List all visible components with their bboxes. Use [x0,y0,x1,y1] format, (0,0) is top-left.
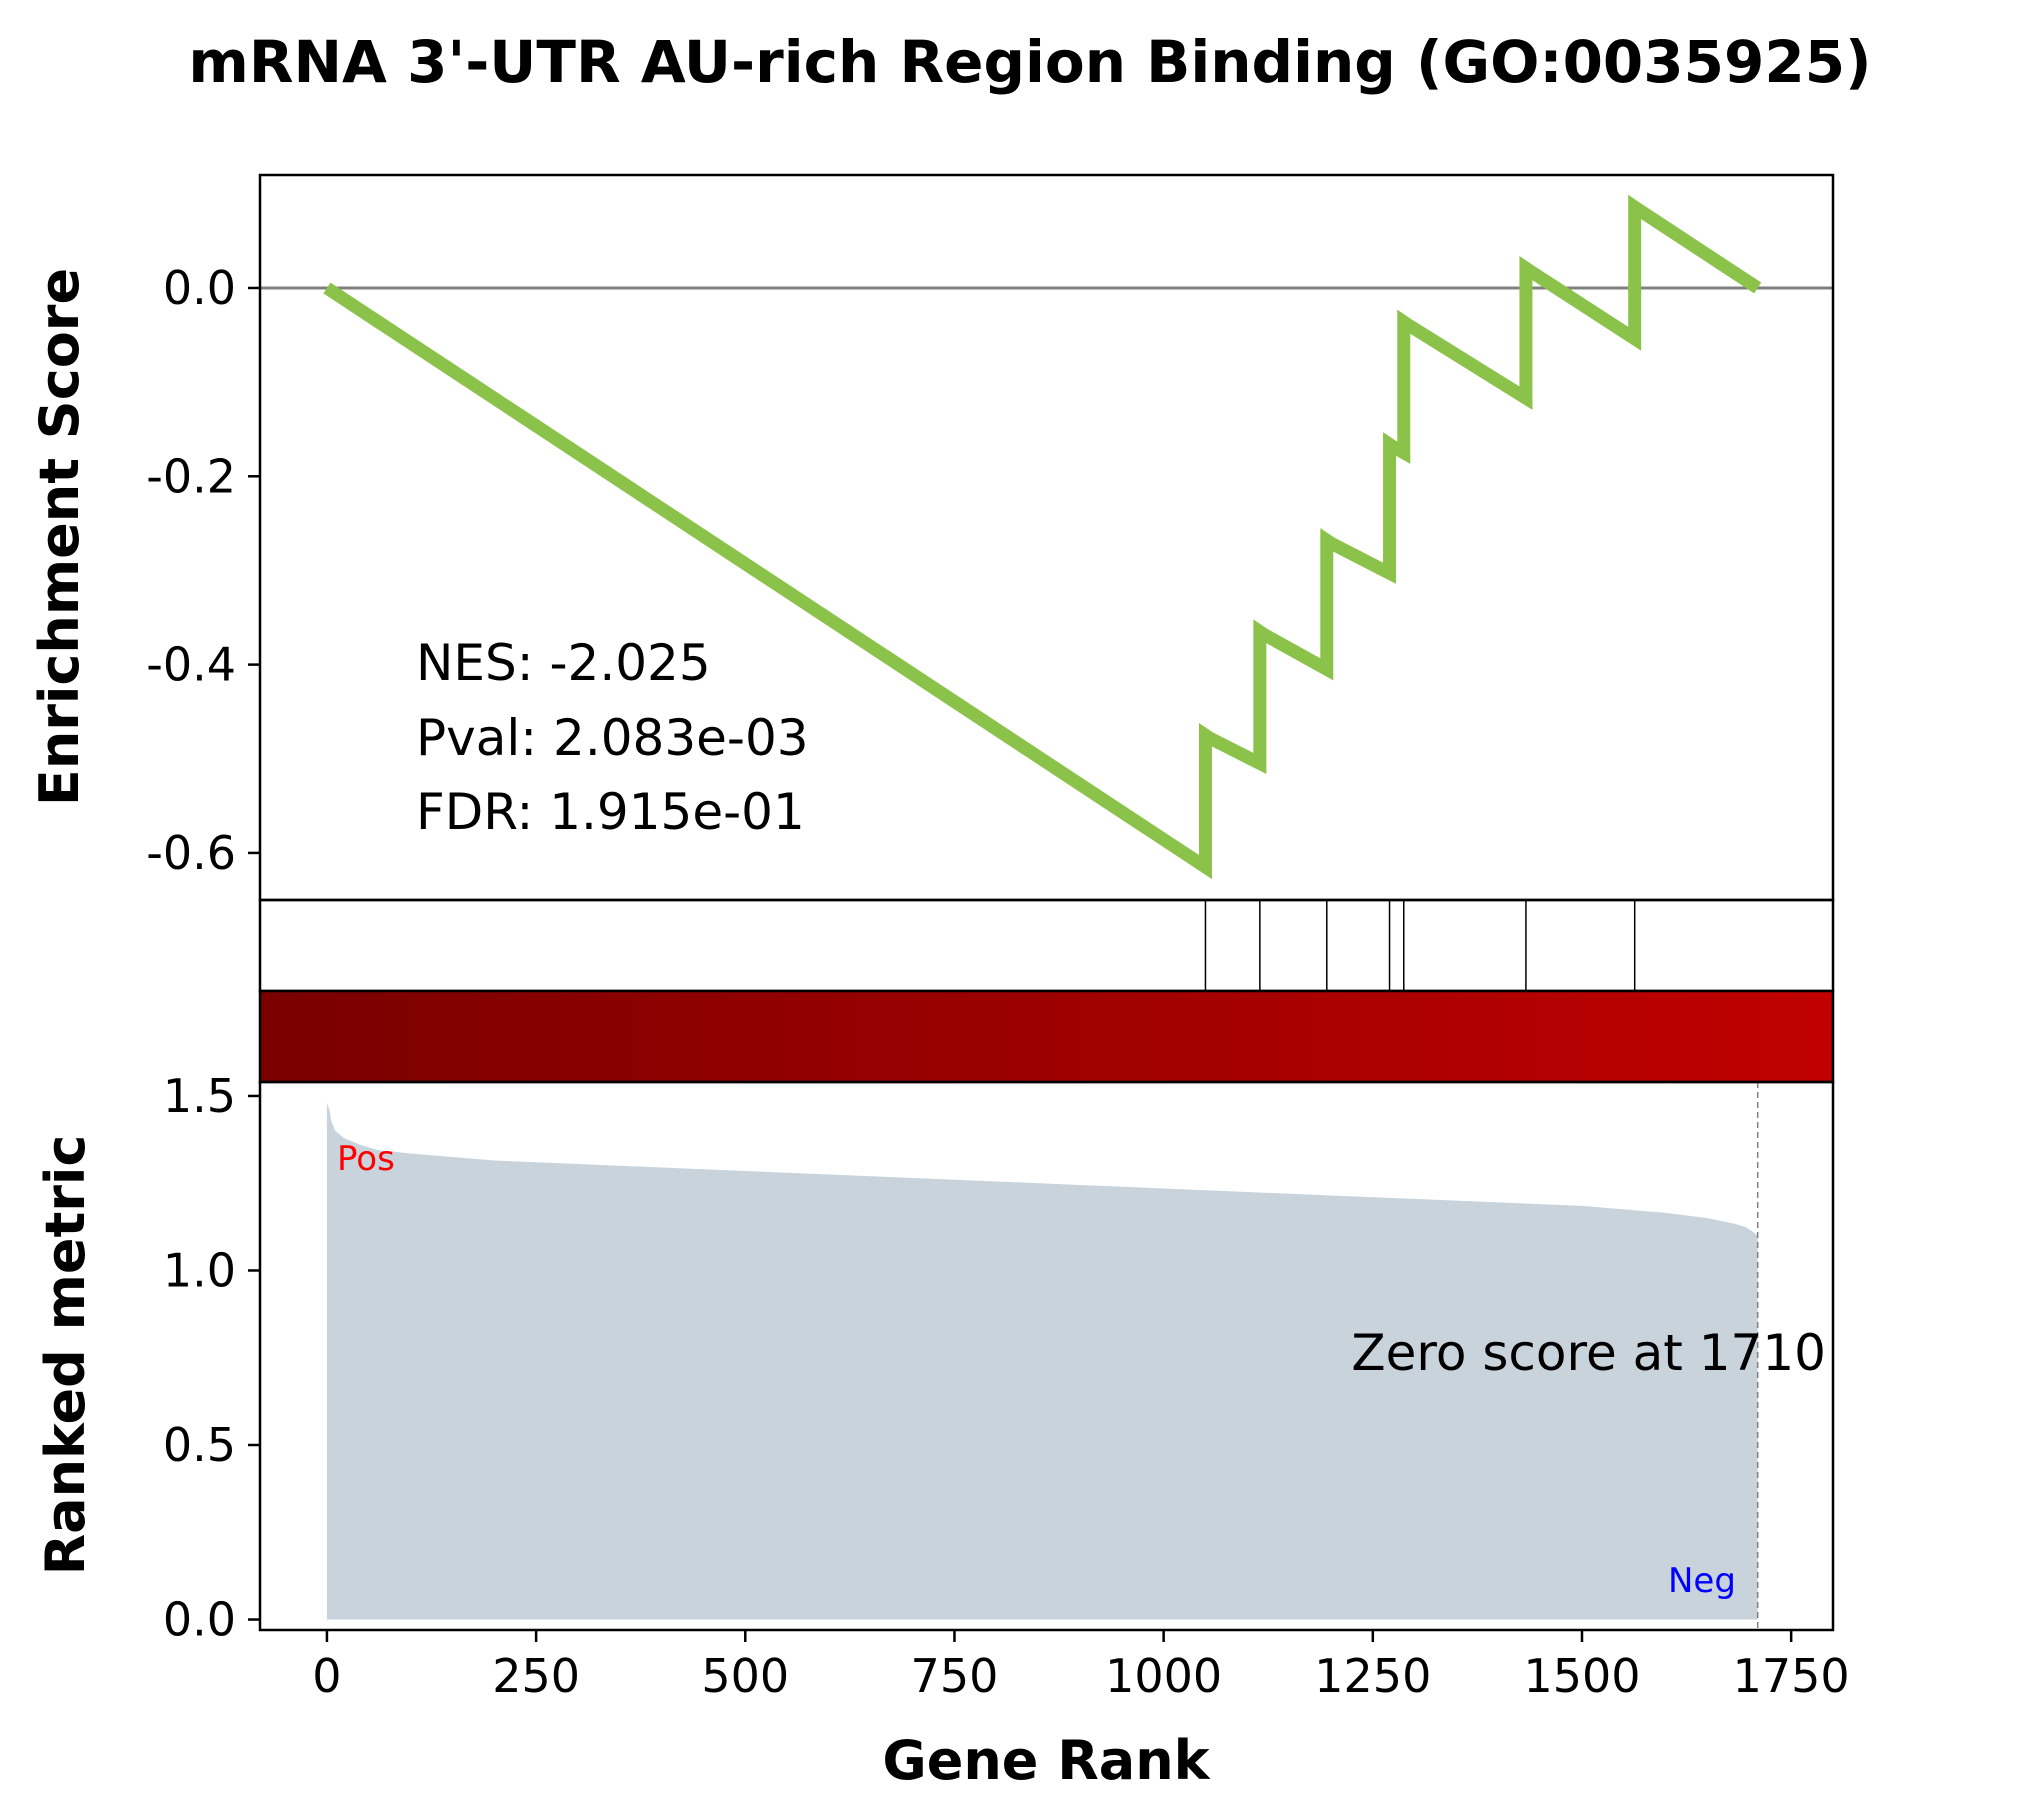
y-tick-label: 0.0 [163,261,236,315]
nes-text: NES: -2.025 [416,634,711,692]
x-tick-label: 500 [701,1649,789,1703]
x-tick-label: 1500 [1523,1649,1640,1703]
y-tick-label: 0.5 [163,1418,236,1472]
hits-panel-frame [258,898,1835,993]
y-axis-label-bottom: Ranked metric [34,1135,97,1576]
enrichment-curve [323,194,1762,880]
y-tick-label: -0.2 [146,449,236,503]
enrichment-score-panel: NES: -2.025 Pval: 2.083e-03 FDR: 1.915e-… [146,173,1835,902]
y-tick-label: 1.5 [163,1069,236,1123]
x-axis-label: Gene Rank [882,1729,1210,1792]
y-ticks-bottom: 0.0 0.5 1.0 1.5 [163,1069,260,1647]
pos-label: Pos [337,1139,395,1179]
x-tick-label: 1250 [1314,1649,1431,1703]
chart-title: mRNA 3'-UTR AU-rich Region Binding (GO:0… [188,28,1871,96]
gene-hits-panel [258,898,1835,993]
x-tick-label: 0 [312,1649,341,1703]
y-tick-label: 0.0 [163,1593,236,1647]
y-tick-label: 1.0 [163,1243,236,1297]
x-tick-label: 250 [492,1649,580,1703]
rank-gradient [260,991,1833,1082]
y-ticks-top: 0.0 -0.2 -0.4 -0.6 [146,261,260,880]
y-tick-label: -0.6 [146,826,236,880]
y-tick-label: -0.4 [146,638,236,692]
x-tick-label: 750 [911,1649,999,1703]
x-axis-ticks: 0 250 500 750 1000 1250 1500 1750 [312,1630,1850,1703]
y-axis-label-top: Enrichment Score [28,268,91,806]
rank-color-bar [258,989,1835,1084]
pval-text: Pval: 2.083e-03 [416,709,809,767]
neg-label: Neg [1668,1561,1736,1601]
fdr-text: FDR: 1.915e-01 [416,783,805,841]
ranked-metric-area [326,1102,1758,1620]
x-tick-label: 1000 [1105,1649,1222,1703]
bottom-panel-frame [258,1080,1835,1632]
x-tick-label: 1750 [1733,1649,1850,1703]
ranked-metric-panel: Pos Neg Zero score at 1710 0.0 0.5 1.0 1.5 [163,1069,1835,1647]
zero-score-label: Zero score at 1710 [1351,1324,1826,1382]
